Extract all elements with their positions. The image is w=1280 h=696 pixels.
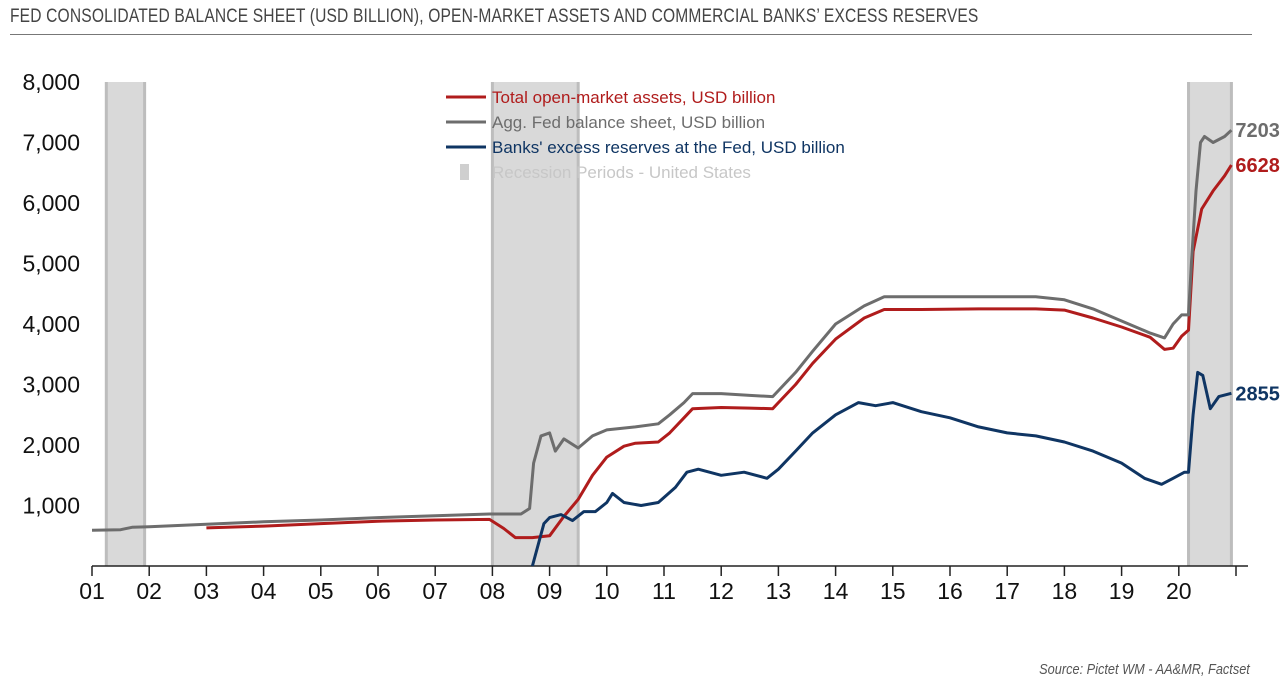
y-tick-label: 4,000 [22,311,80,337]
source-note: Source: Pictet WM - AA&MR, Factset [1039,661,1250,678]
chart-title: FED CONSOLIDATED BALANCE SHEET (USD BILL… [10,6,979,27]
x-tick-label: 02 [136,578,162,604]
series-end-label-3: 2855 [1235,383,1280,405]
series-end-label-2: 7203 [1235,120,1280,142]
legend-label-recession: Recession Periods - United States [492,163,751,182]
x-tick-label: 19 [1109,578,1135,604]
series-line-3 [530,370,1232,567]
x-tick-label: 12 [708,578,734,604]
x-tick-label: 04 [251,578,277,604]
x-tick-label: 08 [480,578,506,604]
x-tick-label: 20 [1166,578,1192,604]
x-tick-label: 03 [194,578,220,604]
y-tick-label: 1,000 [22,493,80,519]
x-tick-label: 18 [1052,578,1078,604]
legend-label-1: Total open-market assets, USD billion [492,88,775,107]
legend-label-3: Banks' excess reserves at the Fed, USD b… [492,138,845,157]
y-tick-label: 3,000 [22,372,80,398]
x-tick-label: 01 [79,578,105,604]
legend-swatch-recession [460,164,469,180]
series-end-label-1: 6628 [1235,155,1280,177]
y-tick-label: 7,000 [22,130,80,156]
x-tick-label: 13 [766,578,792,604]
x-tick-label: 10 [594,578,620,604]
x-tick-label: 15 [880,578,906,604]
y-tick-label: 5,000 [22,251,80,277]
recession-band-1 [106,82,145,566]
x-tick-label: 14 [823,578,849,604]
series-line-1 [206,164,1233,540]
x-tick-label: 17 [994,578,1020,604]
x-tick-label: 05 [308,578,334,604]
x-tick-label: 07 [422,578,448,604]
series-line-2 [91,129,1233,532]
x-tick-label: 09 [537,578,563,604]
legend-label-2: Agg. Fed balance sheet, USD billion [492,113,765,132]
x-tick-label: 06 [365,578,391,604]
title-rule [10,34,1252,35]
recession-band-3 [1188,82,1232,566]
x-tick-label: 16 [937,578,963,604]
recession-band-2 [492,82,579,566]
y-tick-label: 8,000 [22,69,80,95]
y-tick-label: 6,000 [22,190,80,216]
x-tick-label: 11 [652,578,676,604]
y-tick-label: 2,000 [22,432,80,458]
